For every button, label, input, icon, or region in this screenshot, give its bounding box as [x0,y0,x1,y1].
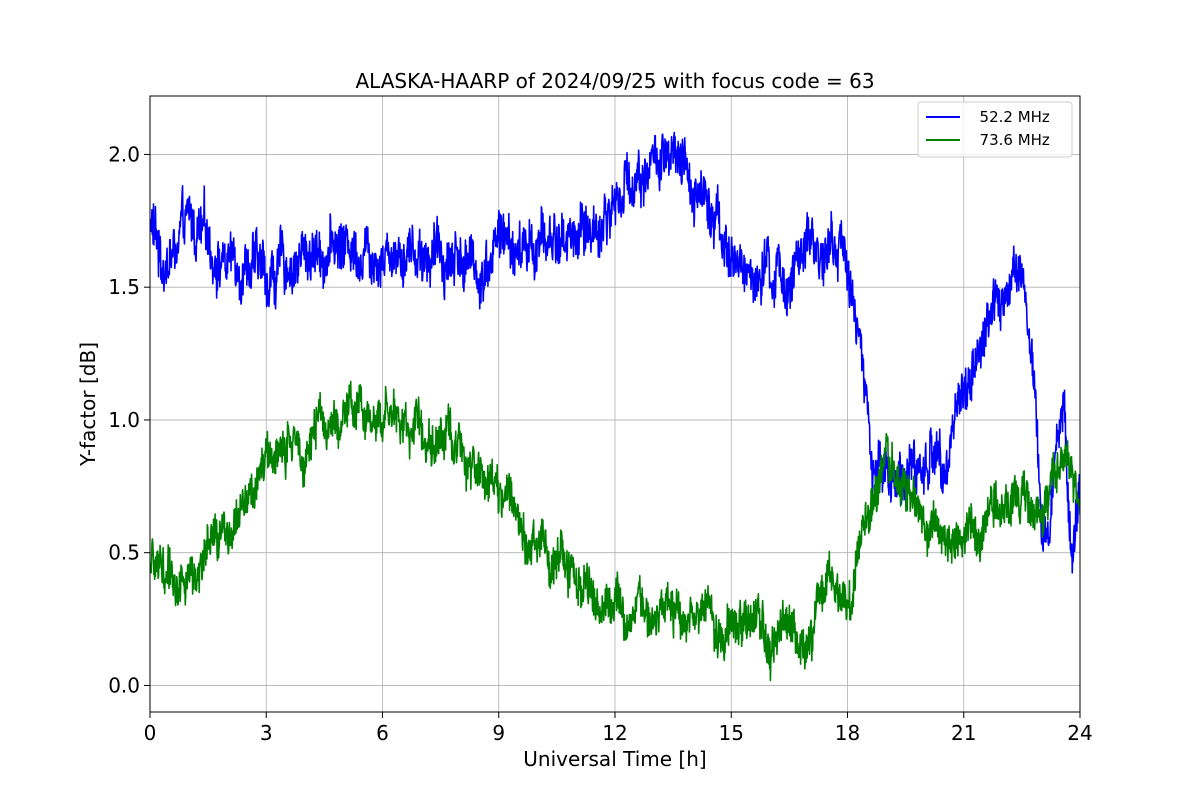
x-tick-label: 9 [492,721,505,745]
y-tick-label: 2.0 [108,142,140,166]
chart-title: ALASKA-HAARP of 2024/09/25 with focus co… [355,69,874,93]
x-axis-label: Universal Time [h] [523,747,706,771]
x-tick-label: 21 [951,721,976,745]
ticks: 0 3 6 9 12 15 18 21 24 0.0 0.5 1.0 1.5 2.0 [108,142,1093,745]
legend-frame [917,101,1073,158]
series-line-73-6-mhz [150,380,1080,682]
legend-label-73-6-mhz: 73.6 MHz [970,131,1050,149]
y-tick-label: 0.0 [108,673,140,697]
x-tick-label: 12 [602,721,627,745]
x-tick-label: 15 [719,721,744,745]
x-tick-label: 18 [835,721,860,745]
legend: 52.2 MHz 73.6 MHz [917,101,1073,158]
y-tick-label: 0.5 [108,541,140,565]
y-axis-label: Y-factor [dB] [76,342,100,467]
x-tick-label: 6 [376,721,389,745]
x-tick-label: 0 [144,721,157,745]
x-tick-label: 24 [1067,721,1092,745]
y-tick-label: 1.0 [108,408,140,432]
series-layer [150,131,1080,682]
series-line-52-2-mhz [150,131,1080,574]
x-tick-label: 3 [260,721,273,745]
legend-label-52-2-mhz: 52.2 MHz [970,108,1050,126]
y-tick-label: 1.5 [108,275,140,299]
